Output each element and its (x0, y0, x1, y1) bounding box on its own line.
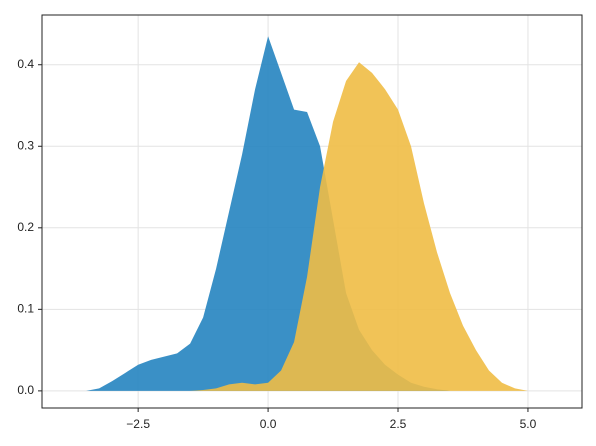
y-tick-label: 0.0 (17, 383, 34, 397)
y-tick-label: 0.3 (17, 138, 34, 152)
x-tick-label: 5.0 (520, 417, 537, 431)
y-tick-label: 0.1 (17, 302, 34, 316)
x-tick-label: −2.5 (126, 417, 150, 431)
y-tick-label: 0.4 (17, 57, 34, 71)
density-area (86, 36, 528, 391)
x-tick-label: 0.0 (260, 417, 277, 431)
density-area (86, 62, 528, 391)
plot-frame (41, 14, 583, 409)
x-tick-label: 2.5 (390, 417, 407, 431)
y-tick-label: 0.2 (17, 220, 34, 234)
